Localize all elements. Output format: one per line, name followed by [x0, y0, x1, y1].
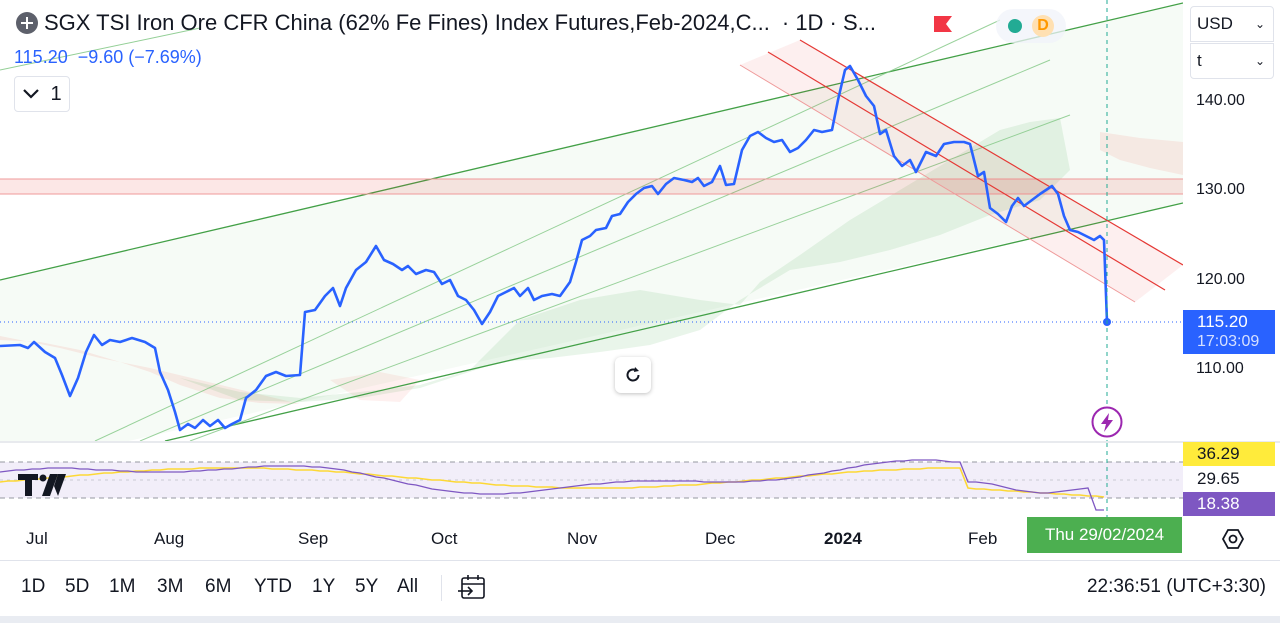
unit-value: t [1197, 51, 1202, 70]
bar-countdown: 17:03:09 [1197, 333, 1260, 350]
symbol-header[interactable]: SGX TSI Iron Ore CFR China (62% Fe Fines… [16, 10, 876, 36]
exchange-clock[interactable]: 22:36:51 (UTC+3:30) [1086, 576, 1266, 597]
red-channel-lower [739, 64, 1136, 303]
chevron-down-icon [23, 89, 40, 99]
market-status-pill[interactable]: D [996, 9, 1066, 43]
market-open-dot [1008, 19, 1022, 33]
green-channel-inner-1 [94, 19, 1001, 441]
ichimoku-cloud-red-mid [330, 372, 420, 402]
ichimoku-cloud-red-right [1100, 132, 1183, 175]
green-channel-lower [164, 202, 1183, 441]
time-tick-year: 2024 [824, 529, 862, 548]
settings-icon[interactable] [1221, 527, 1245, 551]
price-tick: 140.00 [1196, 92, 1245, 109]
chevron-down-icon: ⌄ [1254, 17, 1265, 31]
green-channel-top-inner [0, 27, 201, 71]
goto-date-icon[interactable] [458, 574, 488, 602]
time-tick: Aug [154, 529, 185, 548]
red-channel-middle [767, 51, 1166, 291]
range-5y-button[interactable]: 5Y [355, 576, 379, 597]
time-tick: Jul [26, 529, 48, 548]
tradingview-logo[interactable] [18, 472, 66, 498]
last-price-value: 115.20 [14, 47, 68, 67]
symbol-icon [16, 12, 38, 34]
reset-chart-button[interactable] [615, 357, 651, 393]
flash-icon[interactable] [1090, 405, 1124, 439]
green-channel-upper [0, 2, 1183, 281]
ichimoku-cloud-red [0, 336, 300, 404]
currency-select[interactable]: USD ⌄ [1190, 6, 1274, 42]
rsi-axis-label: 18.38 [1183, 492, 1275, 516]
data-delay-badge: D [1032, 15, 1054, 37]
reset-icon [626, 367, 640, 382]
range-1m-button[interactable]: 1M [109, 576, 136, 597]
chevron-down-icon: ⌄ [1254, 54, 1265, 68]
currency-value: USD [1197, 14, 1233, 33]
price-tick: 130.00 [1196, 181, 1245, 198]
bottom-toolbar [0, 560, 1280, 616]
time-tick: Oct [431, 529, 458, 548]
rsi-middle-axis-label: 29.65 [1197, 469, 1240, 488]
range-ytd-button[interactable]: YTD [254, 576, 292, 597]
flag-icon[interactable] [932, 14, 954, 36]
crosshair-date-label: Thu 29/02/2024 [1027, 517, 1182, 553]
price-tick: 120.00 [1196, 271, 1245, 288]
collapse-count: 1 [50, 82, 62, 105]
toolbar-divider [441, 575, 442, 601]
time-tick: Nov [567, 529, 598, 548]
bottom-strip [0, 616, 1280, 623]
green-channel-fill [0, 3, 1183, 441]
time-tick: Dec [705, 529, 736, 548]
unit-select[interactable]: t ⌄ [1190, 43, 1274, 79]
last-price-axis-label: 115.20 17:03:09 [1183, 310, 1275, 354]
red-channel-fill [740, 40, 1183, 302]
time-tick: Feb [968, 529, 998, 548]
green-channel-inner-2 [139, 59, 1051, 441]
red-channel-upper [799, 39, 1183, 266]
rsi-line [0, 459, 1104, 511]
green-channel-inner-3 [189, 114, 1071, 441]
price-change-value: −9.60 (−7.69%) [77, 47, 202, 67]
price-series-line [0, 64, 1109, 432]
price-tick: 110.00 [1196, 360, 1244, 377]
range-1d-button[interactable]: 1D [21, 576, 46, 597]
range-5d-button[interactable]: 5D [65, 576, 90, 597]
range-3m-button[interactable]: 3M [157, 576, 184, 597]
price-change-line: 115.20 −9.60 (−7.69%) [14, 47, 212, 68]
range-1y-button[interactable]: 1Y [312, 576, 336, 597]
collapse-indicators-button[interactable]: 1 [14, 76, 70, 112]
rsi-ma-axis-label: 36.29 [1183, 442, 1275, 466]
symbol-title[interactable]: SGX TSI Iron Ore CFR China (62% Fe Fines… [44, 10, 770, 35]
time-tick: Sep [298, 529, 329, 548]
resistance-zone [0, 179, 1183, 194]
interval-label[interactable]: · 1D · S... [781, 10, 876, 35]
rsi-ma-line [0, 467, 1105, 498]
range-all-button[interactable]: All [397, 576, 419, 597]
range-6m-button[interactable]: 6M [205, 576, 232, 597]
last-price-axis-value: 115.20 [1197, 312, 1248, 331]
